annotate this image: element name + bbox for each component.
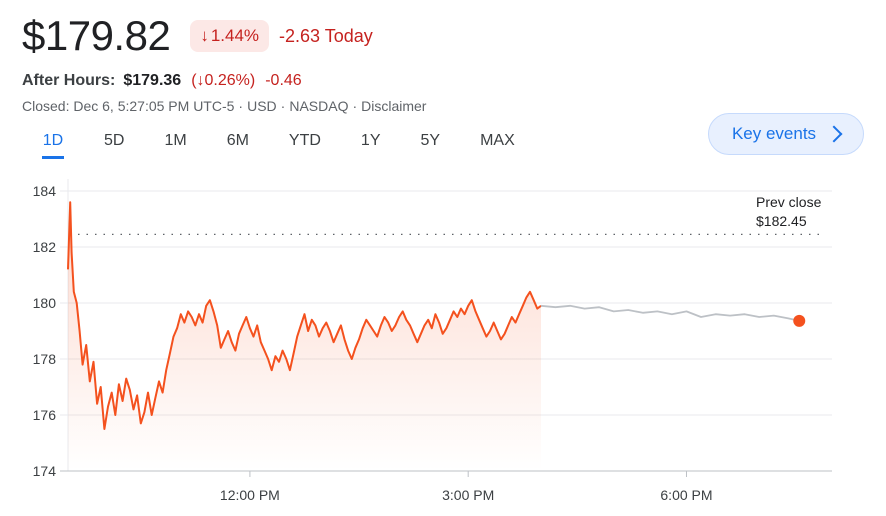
x-tick-label: 3:00 PM bbox=[442, 487, 494, 503]
after-hours-percent-value: 0.26%) bbox=[204, 72, 256, 89]
paren-open: ( bbox=[191, 72, 197, 89]
after-hours-price: $179.36 bbox=[123, 72, 182, 89]
tab-1d[interactable]: 1D bbox=[42, 130, 64, 159]
prev-close: Prev close $182.45 bbox=[78, 194, 826, 236]
quote-header: $179.82 ↓ 1.44% -2.63 Today bbox=[22, 12, 373, 60]
y-tick-label: 184 bbox=[33, 183, 57, 199]
prev-close-value: $182.45 bbox=[756, 213, 807, 229]
change-percent: 1.44% bbox=[210, 26, 260, 45]
y-tick-label: 176 bbox=[33, 407, 57, 423]
separator-dot: · bbox=[352, 98, 358, 114]
series-layer bbox=[67, 201, 806, 471]
tab-5y[interactable]: 5Y bbox=[420, 132, 441, 149]
y-tick-label: 174 bbox=[33, 463, 57, 479]
range-tabs: 1D 5D 1M 6M YTD 1Y 5Y MAX bbox=[28, 130, 515, 159]
x-tick-label: 6:00 PM bbox=[660, 487, 712, 503]
y-tick-label: 182 bbox=[33, 239, 57, 255]
change-percent-badge: ↓ 1.44% bbox=[190, 20, 270, 52]
tab-6m[interactable]: 6M bbox=[226, 132, 249, 149]
separator-dot: · bbox=[280, 98, 286, 114]
arrow-down-icon: ↓ bbox=[200, 26, 209, 45]
x-tick-label: 12:00 PM bbox=[220, 487, 280, 503]
after-hours-percent: (↓0.26%) bbox=[191, 72, 255, 90]
price-chart[interactable]: 174 176 178 180 182 184 12:00 PM 3:00 PM 6:00 P… bbox=[0, 170, 886, 510]
key-events-button[interactable]: Key events bbox=[708, 113, 864, 155]
tab-1m[interactable]: 1M bbox=[164, 132, 187, 149]
after-hours-change: -0.46 bbox=[265, 72, 302, 89]
y-tick-label: 180 bbox=[33, 295, 57, 311]
chevron-right-icon bbox=[825, 125, 843, 143]
key-events-label: Key events bbox=[731, 124, 817, 143]
exchange: NASDAQ bbox=[289, 98, 349, 114]
tab-max[interactable]: MAX bbox=[480, 132, 515, 149]
after-hours-row: After Hours: $179.36 (↓0.26%) -0.46 bbox=[22, 72, 302, 90]
prev-close-label: Prev close bbox=[756, 194, 822, 210]
tab-5d[interactable]: 5D bbox=[104, 132, 125, 149]
y-axis: 174 176 178 180 182 184 bbox=[33, 183, 57, 479]
current-price-dot bbox=[793, 314, 806, 327]
arrow-down-icon: ↓ bbox=[196, 72, 205, 89]
separator-dot: · bbox=[238, 98, 244, 114]
series-line-after-hours bbox=[540, 304, 800, 322]
series-area-regular bbox=[68, 202, 541, 471]
series-line-regular bbox=[67, 201, 542, 430]
tab-1y[interactable]: 1Y bbox=[360, 132, 381, 149]
x-axis: 12:00 PM 3:00 PM 6:00 PM bbox=[220, 471, 713, 503]
y-tick-label: 178 bbox=[33, 351, 57, 367]
disclaimer-link[interactable]: Disclaimer bbox=[361, 98, 427, 114]
current-price: $179.82 bbox=[22, 12, 171, 59]
after-hours-label: After Hours: bbox=[22, 72, 116, 89]
tab-ytd[interactable]: YTD bbox=[288, 132, 321, 149]
change-today: -2.63 Today bbox=[279, 25, 373, 46]
currency: USD bbox=[247, 98, 277, 114]
market-status-row: Closed: Dec 6, 5:27:05 PM UTC-5 · USD · NASD… bbox=[22, 98, 426, 114]
closed-info: Closed: Dec 6, 5:27:05 PM UTC-5 bbox=[22, 98, 235, 114]
